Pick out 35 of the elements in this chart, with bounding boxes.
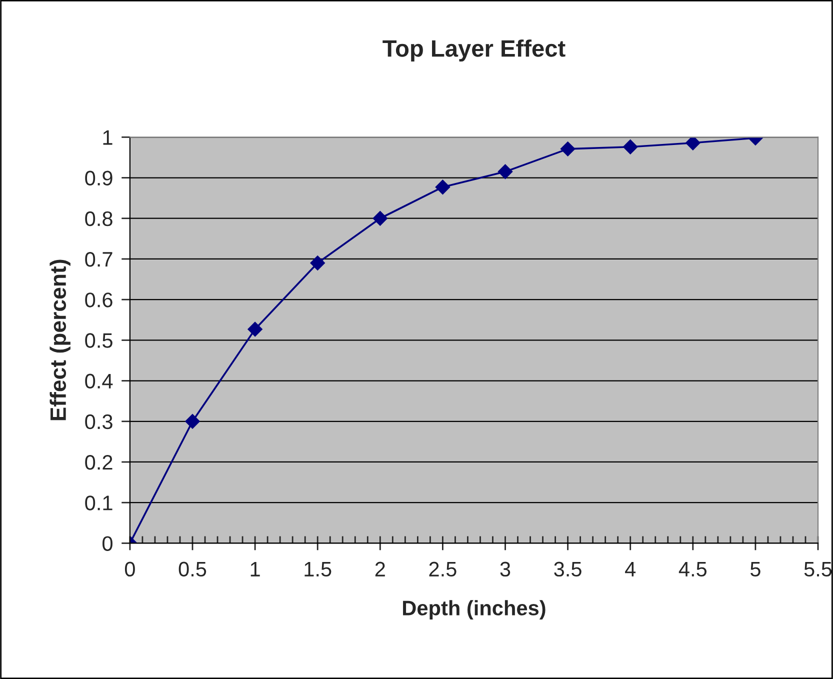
x-tick-label: 1 xyxy=(250,562,260,576)
x-axis-title: Depth (inches) xyxy=(403,600,546,620)
point xyxy=(248,322,262,337)
x-tick-label: 3 xyxy=(500,562,510,577)
point xyxy=(310,256,325,270)
y-tick-label: 0.6 xyxy=(85,292,112,308)
x-tick-label: 0.5 xyxy=(178,562,206,577)
y-tick-label: 0.7 xyxy=(85,252,112,267)
y-tick-label: 0.5 xyxy=(85,333,112,348)
x-tick-label: 2.5 xyxy=(429,562,456,577)
point xyxy=(372,210,388,226)
x-tick-label: 5 xyxy=(750,562,760,577)
x-tick-label: 0 xyxy=(124,562,135,577)
x-tick-label: 5.5 xyxy=(804,562,832,577)
point xyxy=(622,140,638,154)
point xyxy=(560,142,576,156)
x-tick-label: 1.5 xyxy=(304,562,332,577)
y-tick-label: 0.8 xyxy=(85,211,112,226)
point xyxy=(185,414,200,429)
point xyxy=(498,164,513,180)
x-tick-label: 2 xyxy=(375,562,385,576)
x-tick-label: 4 xyxy=(625,562,636,576)
y-tick-label: 0.4 xyxy=(85,374,113,389)
y-tick-label: 0.3 xyxy=(85,414,112,430)
y-tick-label: 0 xyxy=(102,536,112,551)
y-axis-title: Effect (percent) xyxy=(50,260,70,420)
x-tick-label: 3.5 xyxy=(554,562,582,577)
x-tick-label: 4.5 xyxy=(678,562,707,577)
point xyxy=(435,180,450,194)
y-tick-label: 0.1 xyxy=(85,496,112,510)
y-tick-label: 0.9 xyxy=(85,170,112,186)
chart-title: Top Layer Effect xyxy=(382,39,566,62)
point xyxy=(686,137,700,150)
y-tick-label: 0.2 xyxy=(85,454,112,470)
y-tick-label: 1 xyxy=(103,130,112,145)
